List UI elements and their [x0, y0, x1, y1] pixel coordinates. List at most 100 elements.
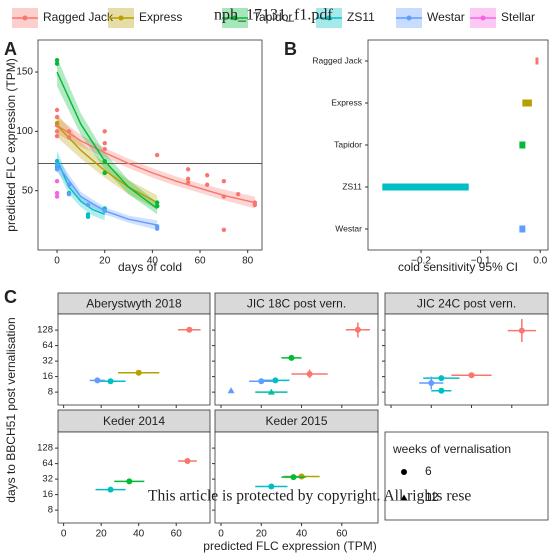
legend-key-dot	[22, 15, 28, 21]
data-point	[154, 203, 160, 209]
data-point	[438, 375, 445, 382]
legend-box	[384, 431, 549, 521]
legend-label: Express	[139, 10, 182, 24]
data-point	[66, 129, 72, 134]
data-point	[54, 129, 60, 134]
y-tick-label: 100	[16, 126, 33, 137]
legend-label: Tapidor	[253, 10, 292, 24]
x-tick-label: 60	[194, 256, 206, 267]
legend-key-dot	[480, 15, 486, 21]
data-point	[227, 387, 235, 394]
x-tick-label: 40	[133, 529, 145, 540]
data-point	[468, 372, 475, 379]
data-point	[126, 478, 133, 485]
y-tick-label: 16	[42, 371, 53, 382]
legend-key-dot	[232, 15, 238, 21]
data-point	[135, 369, 142, 376]
y-tick-label: 32	[42, 474, 53, 485]
data-point	[204, 173, 210, 178]
facet-title: JIC 18C post vern.	[247, 297, 346, 311]
x-axis-title: cold sensitivity 95% CI	[398, 260, 518, 274]
data-point	[154, 152, 160, 158]
facet-title: Aberystwyth 2018	[86, 297, 182, 311]
x-tick-label: 60	[336, 529, 348, 540]
legend-label: Stellar	[501, 10, 535, 24]
y-tick-label: 8	[48, 505, 53, 516]
data-point	[54, 107, 60, 113]
y-tick-label: Express	[331, 97, 362, 107]
data-point	[221, 227, 227, 233]
data-point	[154, 200, 160, 205]
x-tick-label: 60	[171, 529, 183, 540]
x-tick-label: −0.1	[471, 256, 491, 267]
plot-frame	[214, 313, 379, 406]
plot-frame	[57, 313, 211, 406]
x-tick-label: −0.2	[411, 256, 431, 267]
interval-bar	[382, 183, 469, 191]
data-point	[438, 387, 445, 394]
data-point	[185, 176, 191, 182]
interval-bar	[519, 225, 526, 233]
data-point	[288, 354, 295, 361]
data-point	[85, 214, 91, 219]
data-point	[267, 388, 275, 395]
fit-line	[56, 124, 158, 204]
legend-label: ZS11	[347, 10, 375, 24]
y-tick-label: 128	[37, 325, 53, 336]
data-point	[186, 326, 193, 333]
watermark: This article is protected by copyright. …	[148, 488, 471, 505]
panel-label: B	[284, 39, 297, 59]
data-point	[184, 457, 191, 464]
data-point	[54, 158, 60, 164]
data-point	[107, 486, 114, 493]
y-tick-label: 32	[42, 356, 53, 367]
confidence-band	[57, 113, 158, 210]
y-tick-label: 64	[42, 340, 53, 351]
plot-frame	[384, 313, 549, 406]
interval-bar	[535, 57, 539, 65]
data-point	[221, 178, 227, 184]
data-point	[66, 192, 72, 197]
data-point	[204, 182, 210, 187]
data-point	[66, 135, 72, 140]
data-point	[268, 483, 275, 490]
data-point	[185, 180, 191, 185]
x-tick-label: 20	[99, 256, 111, 267]
data-point	[154, 226, 160, 231]
data-point	[54, 167, 60, 172]
y-tick-label: 64	[42, 458, 53, 469]
x-tick-label: 20	[96, 529, 108, 540]
legend-label: 12	[425, 490, 439, 504]
data-point	[102, 129, 107, 134]
y-axis-title: predicted FLC expression (TPM)	[4, 58, 18, 231]
y-tick-label: 16	[42, 489, 53, 500]
legend-label: 6	[425, 464, 432, 478]
data-point	[107, 378, 114, 385]
legend-label: Westar	[427, 10, 465, 24]
data-point	[290, 474, 297, 481]
data-point	[54, 120, 60, 126]
legend-key-dot	[406, 15, 412, 21]
data-point	[185, 167, 191, 172]
y-tick-label: 50	[22, 185, 34, 196]
data-point	[85, 202, 91, 208]
y-tick-label: 150	[16, 67, 33, 78]
header-text: nph_17131_f1.pdf	[214, 7, 333, 24]
x-axis-title: predicted FLC expression (TPM)	[203, 539, 376, 553]
legend-key-dot	[326, 15, 332, 21]
data-point	[221, 194, 227, 199]
data-point	[102, 146, 107, 152]
data-point	[306, 370, 313, 377]
data-point	[94, 377, 101, 384]
y-axis-title: days to BBCH51 post vernalisation	[4, 317, 18, 502]
data-point	[102, 208, 107, 214]
data-point	[518, 327, 525, 334]
x-tick-label: 0	[54, 256, 60, 267]
data-point	[54, 194, 60, 199]
facet-title: JIC 24C post vern.	[417, 297, 516, 311]
data-point	[54, 61, 60, 66]
legend-key-dot	[118, 15, 124, 21]
fit-line	[56, 159, 105, 216]
y-tick-label: Ragged Jack	[312, 55, 362, 65]
